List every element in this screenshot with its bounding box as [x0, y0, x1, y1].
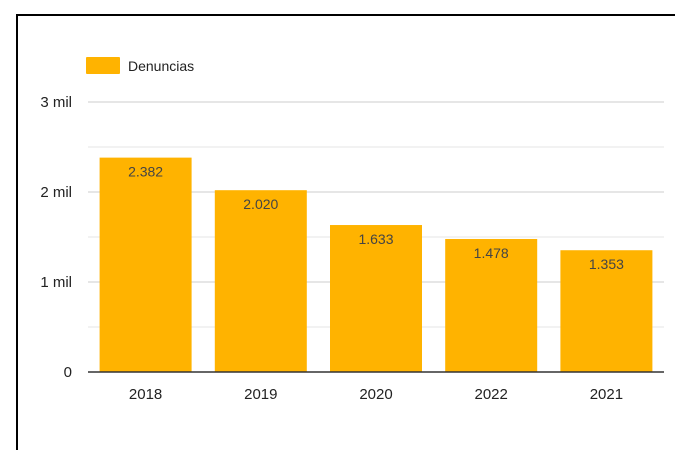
- data-label: 2.382: [128, 164, 163, 180]
- y-tick-label: 3 mil: [40, 94, 72, 111]
- bar-2019: [214, 190, 307, 372]
- y-axis: 0 1 mil 2 mil 3 mil: [40, 94, 72, 381]
- x-tick-label: 2022: [475, 386, 508, 403]
- x-tick-label: 2018: [129, 386, 162, 403]
- bar-2022: [445, 238, 538, 372]
- legend: Denuncias: [86, 57, 194, 74]
- x-axis: 2018 2019 2020 2022 2021: [88, 371, 664, 403]
- bars: 2.382 2.020 1.633 1.478 1.353: [99, 157, 653, 372]
- bar-2018: [99, 157, 192, 372]
- y-tick-label: 2 mil: [40, 184, 72, 201]
- legend-label-denuncias: Denuncias: [128, 58, 194, 74]
- bar-2021: [560, 250, 653, 372]
- x-tick-label: 2019: [244, 386, 277, 403]
- x-tick-label: 2021: [590, 386, 623, 403]
- data-label: 1.478: [474, 245, 509, 261]
- data-label: 1.633: [358, 231, 393, 247]
- y-tick-label: 1 mil: [40, 274, 72, 291]
- data-label: 2.020: [243, 196, 278, 212]
- data-label: 1.353: [589, 256, 624, 272]
- legend-swatch-denuncias: [86, 57, 120, 74]
- y-tick-label: 0: [64, 364, 72, 381]
- x-tick-label: 2020: [359, 386, 392, 403]
- bar-2020: [330, 225, 422, 372]
